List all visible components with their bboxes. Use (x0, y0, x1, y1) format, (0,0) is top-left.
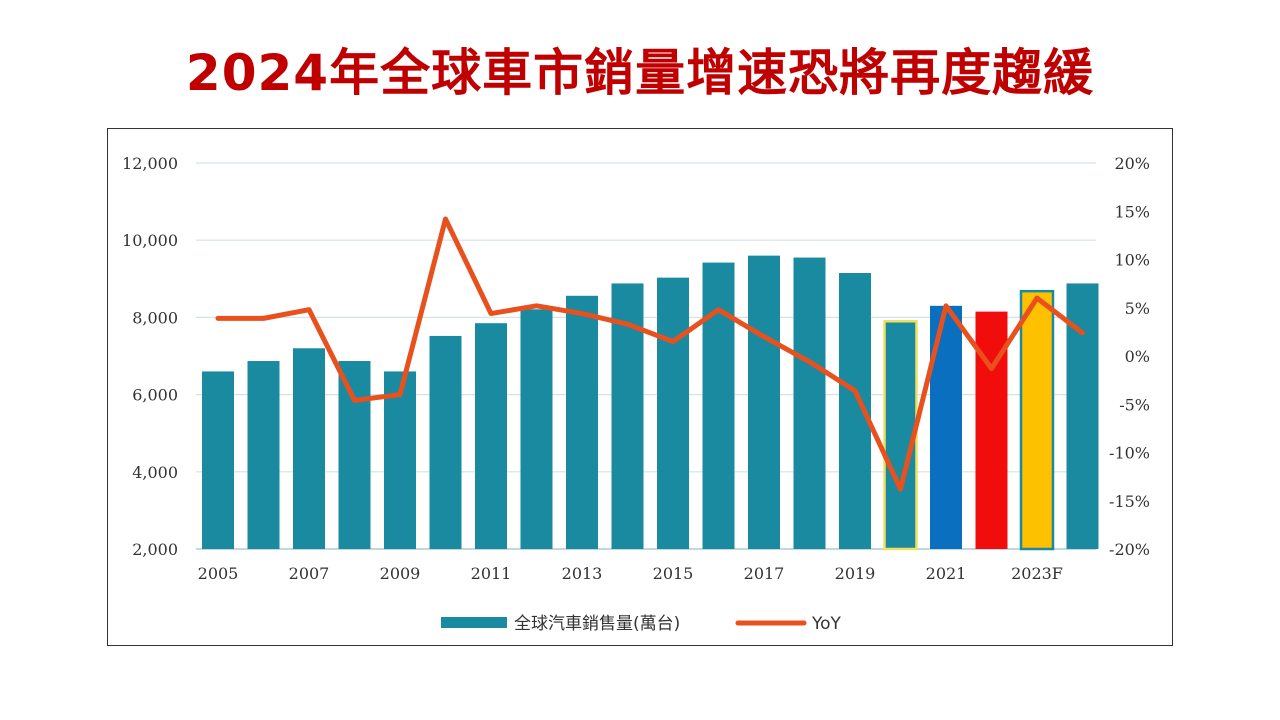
bar-2023F (1019, 289, 1055, 551)
bar-2006 (247, 361, 280, 549)
page-title: 2024年全球車市銷量增速恐將再度趨緩 (185, 44, 1095, 102)
x-tick-label: 2017 (744, 564, 785, 583)
right-tick-label: 15% (1114, 202, 1150, 221)
x-tick-label: 2007 (289, 564, 330, 583)
chart-svg: 2,000 4,000 6,000 8,000 10,000 12,000 -20% -15%… (122, 154, 1150, 634)
left-tick-label: 2,000 (132, 540, 178, 559)
bar-2009 (384, 371, 416, 549)
x-tick-label: 2009 (380, 564, 421, 583)
bars-layer (202, 255, 1099, 551)
legend-bar-label: 全球汽車銷售量(萬台) (514, 614, 680, 634)
bar-2015 (657, 277, 689, 549)
right-tick-label: 0% (1125, 347, 1150, 366)
x-tick-label: 2023F (1011, 564, 1063, 583)
bar-2012 (520, 309, 553, 549)
bar-2011 (475, 323, 507, 549)
x-tick-label: 2011 (471, 564, 512, 583)
left-tick-label: 8,000 (132, 308, 178, 327)
right-tick-label: -15% (1109, 492, 1150, 511)
legend-bar-swatch (441, 617, 507, 628)
left-tick-label: 10,000 (122, 231, 178, 250)
right-tick-label: -5% (1119, 395, 1150, 414)
legend-layer: 全球汽車銷售量(萬台) YoY (441, 614, 842, 634)
yoy-line (215, 216, 1085, 492)
bar-2017 (748, 255, 780, 549)
left-tick-label: 12,000 (122, 154, 178, 173)
bar-2007 (293, 348, 325, 549)
x-tick-label: 2005 (198, 564, 239, 583)
right-tick-label: -10% (1109, 444, 1150, 463)
bar-2008 (338, 361, 371, 549)
bar-2020 (883, 320, 918, 551)
x-tick-label: 2021 (926, 564, 967, 583)
bar-2010 (429, 335, 462, 549)
x-tick-label: 2019 (835, 564, 876, 583)
legend-line-label: YoY (811, 614, 842, 634)
right-tick-label: 10% (1114, 251, 1150, 270)
bar-2013 (566, 295, 598, 549)
right-tick-label: 5% (1125, 299, 1150, 318)
left-tick-label: 4,000 (132, 463, 178, 482)
right-tick-label: 20% (1114, 154, 1150, 173)
bar-2016 (702, 262, 735, 549)
bar-2018 (793, 257, 826, 549)
x-tick-label: 2015 (653, 564, 694, 583)
left-tick-label: 6,000 (132, 386, 178, 405)
right-tick-label: -20% (1109, 540, 1150, 559)
x-tick-label: 2013 (562, 564, 603, 583)
chart-frame: 2,000 4,000 6,000 8,000 10,000 12,000 -20% -15%… (107, 128, 1173, 646)
bar-2005 (202, 371, 234, 549)
axis-layer: 2,000 4,000 6,000 8,000 10,000 12,000 -20% -15%… (122, 154, 1150, 583)
line-layer (215, 216, 1085, 492)
